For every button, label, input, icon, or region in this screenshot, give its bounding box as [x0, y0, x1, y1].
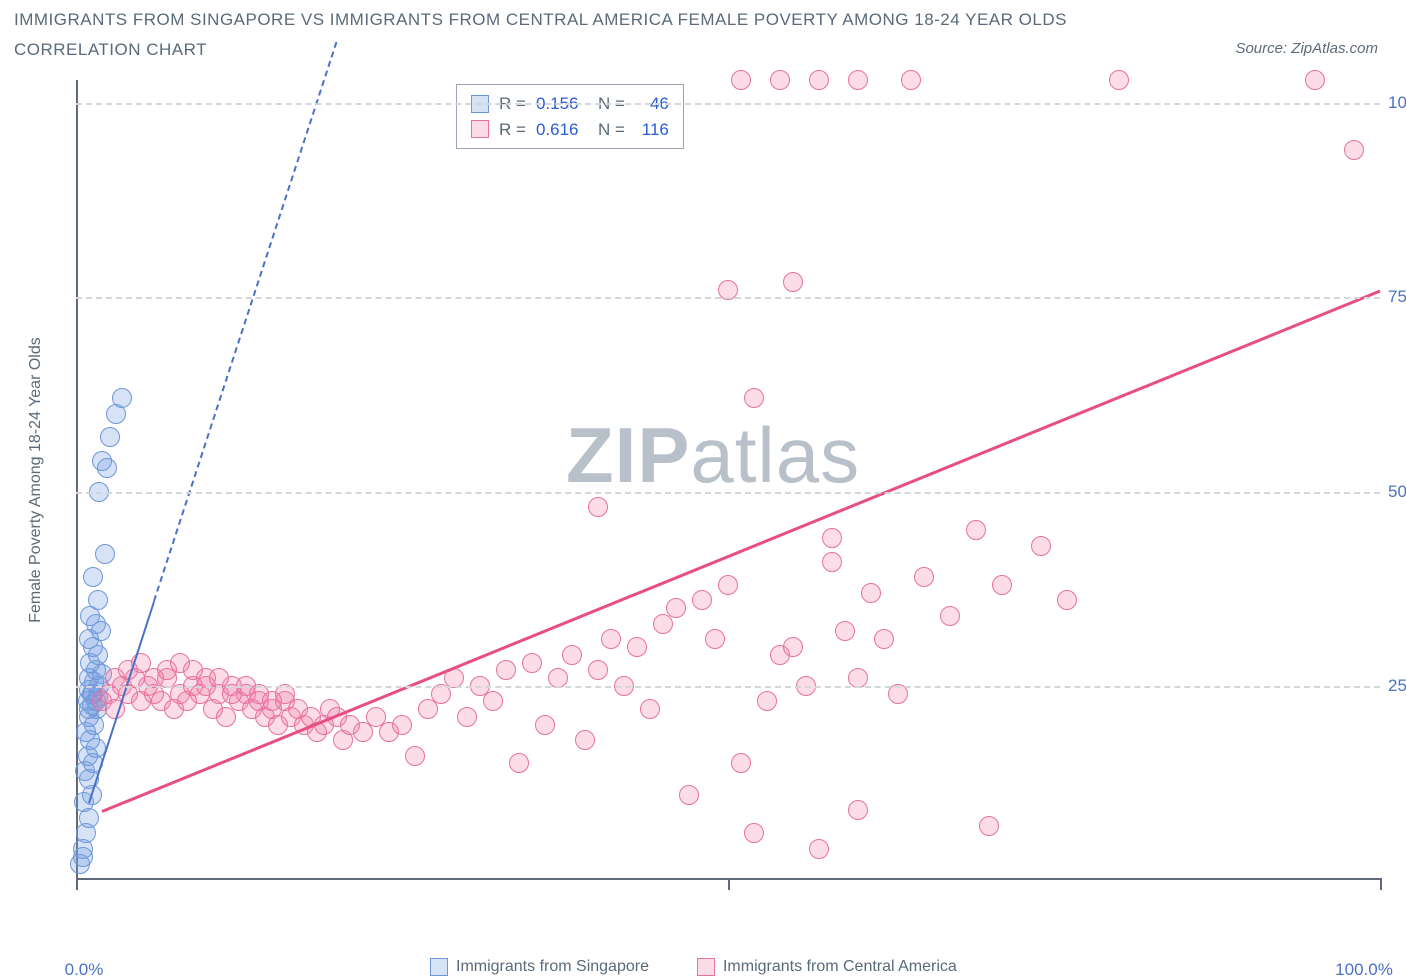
data-point-singapore: [100, 427, 120, 447]
bottom-legend-item-central-america: Immigrants from Central America: [697, 958, 957, 976]
source-attribution: Source: ZipAtlas.com: [1235, 40, 1378, 57]
legend-row-central-america: R = 0.616 N = 116: [471, 117, 669, 143]
data-point-central-america: [392, 715, 412, 735]
x-tick-label-0: 0.0%: [65, 960, 104, 980]
x-tick-mark: [76, 878, 78, 890]
data-point-central-america: [588, 497, 608, 517]
data-point-central-america: [692, 590, 712, 610]
data-point-central-america: [640, 699, 660, 719]
data-point-central-america: [901, 70, 921, 90]
data-point-central-america: [783, 272, 803, 292]
legend-n-value: 116: [635, 117, 669, 143]
bottom-legend-item-singapore: Immigrants from Singapore: [430, 958, 649, 976]
data-point-central-america: [809, 70, 829, 90]
gridline-h: [76, 686, 1380, 688]
data-point-singapore: [112, 388, 132, 408]
data-point-central-america: [979, 816, 999, 836]
legend-swatch: [430, 958, 448, 976]
chart-title-line2: CORRELATION CHART: [14, 40, 207, 60]
data-point-central-america: [940, 606, 960, 626]
data-point-central-america: [457, 707, 477, 727]
data-point-singapore: [83, 567, 103, 587]
y-tick-label: 100.0%: [1388, 93, 1406, 113]
data-point-singapore: [95, 544, 115, 564]
chart-area: Female Poverty Among 18-24 Year Olds ZIP…: [50, 80, 1380, 880]
x-tick-label-100: 100.0%: [1335, 960, 1393, 980]
y-tick-label: 25.0%: [1388, 676, 1406, 696]
data-point-central-america: [535, 715, 555, 735]
data-point-central-america: [848, 70, 868, 90]
data-point-central-america: [1344, 140, 1364, 160]
bottom-legend-label: Immigrants from Central America: [723, 958, 957, 976]
trend-line: [153, 42, 337, 602]
y-axis-label: Female Poverty Among 18-24 Year Olds: [27, 337, 45, 623]
data-point-central-america: [731, 70, 751, 90]
data-point-central-america: [835, 621, 855, 641]
gridline-h: [76, 297, 1380, 299]
legend-n-label: N =: [598, 117, 625, 143]
data-point-central-america: [627, 637, 647, 657]
bottom-legend-label: Immigrants from Singapore: [456, 958, 649, 976]
chart-title-line1: IMMIGRANTS FROM SINGAPORE VS IMMIGRANTS …: [14, 10, 1067, 30]
trend-line: [102, 290, 1381, 813]
gridline-h: [76, 492, 1380, 494]
data-point-central-america: [1109, 70, 1129, 90]
data-point-central-america: [966, 520, 986, 540]
data-point-central-america: [588, 660, 608, 680]
watermark-atlas: atlas: [690, 411, 860, 499]
x-tick-mark: [728, 878, 730, 890]
data-point-central-america: [1305, 70, 1325, 90]
data-point-central-america: [679, 785, 699, 805]
data-point-central-america: [483, 691, 503, 711]
data-point-central-america: [496, 660, 516, 680]
data-point-central-america: [522, 653, 542, 673]
gridline-h: [76, 103, 1380, 105]
data-point-singapore: [92, 451, 112, 471]
data-point-central-america: [783, 637, 803, 657]
data-point-central-america: [914, 567, 934, 587]
y-tick-label: 50.0%: [1388, 482, 1406, 502]
data-point-central-america: [718, 575, 738, 595]
data-point-central-america: [992, 575, 1012, 595]
data-point-central-america: [822, 528, 842, 548]
data-point-central-america: [809, 839, 829, 859]
legend-swatch: [471, 120, 489, 138]
data-point-central-america: [861, 583, 881, 603]
y-tick-label: 75.0%: [1388, 287, 1406, 307]
watermark-zip: ZIP: [566, 411, 690, 499]
legend-r-value: 0.616: [536, 117, 588, 143]
data-point-central-america: [405, 746, 425, 766]
data-point-central-america: [757, 691, 777, 711]
correlation-legend-box: R =0.156N =46R =0.616N =116: [456, 84, 684, 149]
data-point-central-america: [509, 753, 529, 773]
data-point-singapore: [88, 590, 108, 610]
data-point-central-america: [731, 753, 751, 773]
x-tick-mark: [1380, 878, 1382, 890]
data-point-central-america: [874, 629, 894, 649]
data-point-central-america: [705, 629, 725, 649]
legend-r-label: R =: [499, 117, 526, 143]
data-point-central-america: [1031, 536, 1051, 556]
data-point-central-america: [666, 598, 686, 618]
plot-region: ZIPatlas: [76, 80, 1380, 880]
legend-swatch: [697, 958, 715, 976]
watermark: ZIPatlas: [566, 410, 860, 501]
data-point-central-america: [848, 800, 868, 820]
data-point-central-america: [744, 388, 764, 408]
series-legend: Immigrants from Singapore Immigrants from…: [430, 958, 957, 976]
data-point-central-america: [562, 645, 582, 665]
data-point-central-america: [575, 730, 595, 750]
data-point-central-america: [1057, 590, 1077, 610]
data-point-central-america: [744, 823, 764, 843]
data-point-central-america: [601, 629, 621, 649]
data-point-central-america: [770, 70, 790, 90]
data-point-central-america: [822, 552, 842, 572]
